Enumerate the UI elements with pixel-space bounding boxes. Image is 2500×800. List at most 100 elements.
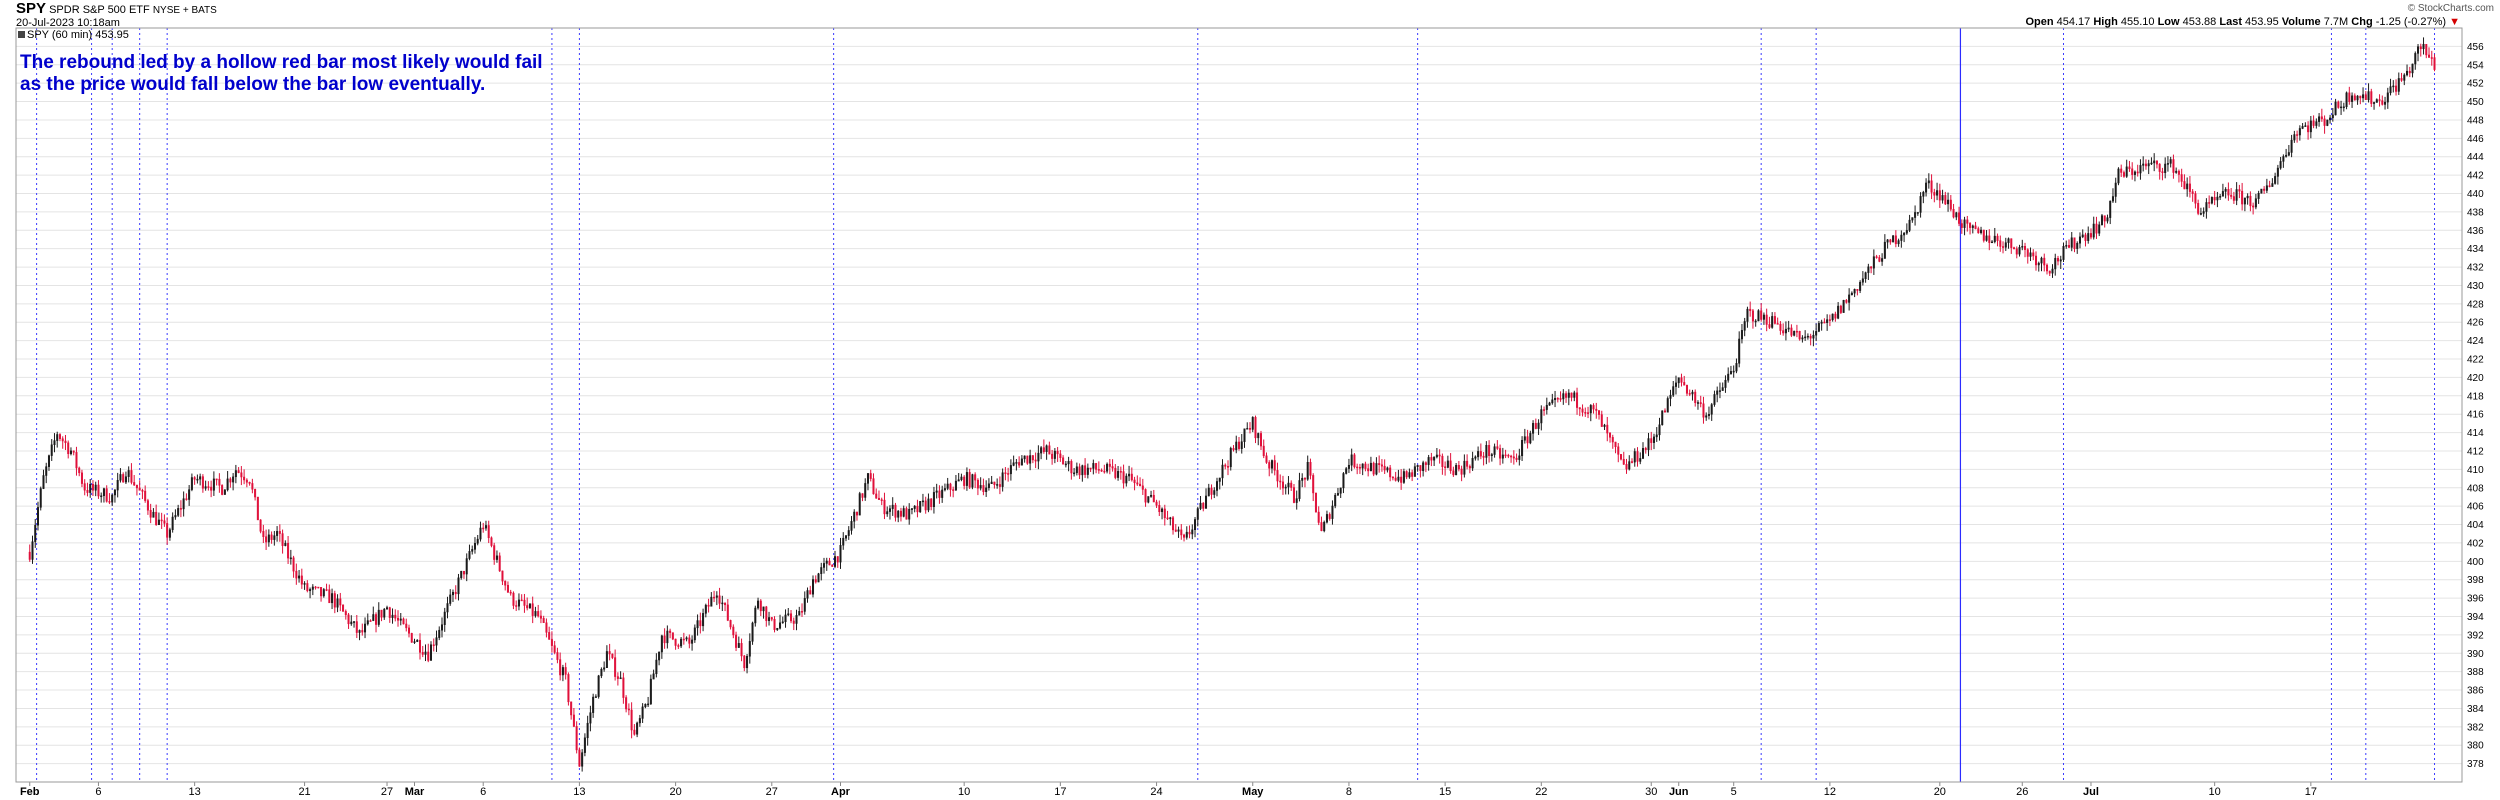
- candle-body: [72, 450, 75, 453]
- candle-body: [2290, 139, 2293, 153]
- candle-body: [80, 472, 83, 484]
- x-tick-label: 15: [1439, 786, 1451, 798]
- candle-body: [1974, 225, 1977, 229]
- candle-body: [2065, 245, 2068, 247]
- candle-body: [1828, 319, 1831, 321]
- candle-body: [1870, 266, 1873, 269]
- candle-body: [2362, 94, 2365, 99]
- candle-body: [2208, 202, 2211, 204]
- candle-body: [2161, 171, 2164, 174]
- candle-body: [1259, 433, 1262, 447]
- candle-body: [2323, 118, 2326, 126]
- candle-body: [166, 523, 169, 538]
- candle-body: [1999, 240, 2002, 247]
- open-value: 454.17: [2056, 16, 2091, 28]
- candle-body: [490, 537, 493, 546]
- y-tick-label: 380: [2467, 741, 2484, 752]
- candle-body: [1441, 455, 1444, 467]
- candle-body: [2147, 163, 2150, 167]
- candle-body: [2172, 159, 2175, 173]
- candle-body: [2219, 196, 2222, 198]
- candle-body: [968, 472, 971, 488]
- candle-body: [1969, 223, 1972, 228]
- last-value: 453.95: [2245, 16, 2279, 28]
- candle-body: [1702, 403, 1705, 418]
- candle-body: [438, 629, 441, 638]
- y-tick-label: 430: [2467, 281, 2484, 292]
- candle-body: [1499, 448, 1502, 459]
- candle-body: [446, 603, 449, 613]
- candle-body: [427, 651, 430, 661]
- candle-body: [333, 593, 336, 608]
- candle-body: [1254, 417, 1257, 439]
- candle-body: [2035, 255, 2038, 266]
- candle-body: [1754, 320, 1757, 323]
- candle-body: [2098, 224, 2101, 234]
- candle-body: [1795, 330, 1798, 333]
- candle-body: [482, 527, 485, 530]
- candle-body: [2249, 195, 2252, 207]
- candle-body: [545, 622, 548, 633]
- candle-body: [603, 667, 606, 670]
- candle-body: [89, 484, 92, 493]
- candle-body: [589, 712, 592, 724]
- candle-body: [2406, 70, 2409, 76]
- candle-body: [2013, 247, 2016, 249]
- candle-body: [1347, 464, 1350, 469]
- candle-body: [2392, 85, 2395, 88]
- candle-body: [1543, 409, 1546, 411]
- candle-body: [908, 508, 911, 520]
- candle-body: [2070, 237, 2073, 248]
- candle-body: [581, 752, 584, 767]
- candle-body: [784, 614, 787, 623]
- candle-body: [2024, 246, 2027, 250]
- candle-body: [1716, 390, 1719, 395]
- candle-body: [1603, 424, 1606, 427]
- candle-body: [1872, 256, 1875, 269]
- candle-body: [2073, 237, 2076, 249]
- candle-body: [1095, 463, 1098, 470]
- candle-body: [1317, 511, 1320, 523]
- candle-body: [559, 659, 562, 676]
- candle-body: [2078, 236, 2081, 244]
- candle-body: [594, 696, 597, 698]
- candle-body: [193, 477, 196, 480]
- candle-body: [754, 607, 757, 624]
- candle-body: [149, 509, 152, 518]
- candle-body: [1644, 448, 1647, 451]
- candle-body: [861, 493, 864, 498]
- candle-body: [729, 620, 732, 628]
- x-tick-label: 6: [95, 786, 101, 798]
- candle-body: [820, 567, 823, 575]
- candle-body: [1303, 477, 1306, 480]
- candle-body: [2417, 46, 2420, 54]
- candle-body: [1400, 476, 1403, 483]
- candle-body: [262, 531, 265, 537]
- y-tick-label: 412: [2467, 446, 2484, 457]
- candle-body: [1048, 445, 1051, 455]
- candle-body: [2194, 193, 2197, 204]
- candle-body: [1262, 445, 1265, 457]
- candle-body: [1466, 460, 1469, 467]
- candle-body: [2337, 101, 2340, 108]
- candle-body: [2153, 160, 2156, 164]
- candle-body: [42, 475, 45, 489]
- x-tick-label: 6: [480, 786, 486, 798]
- candle-body: [1007, 473, 1010, 475]
- candle-body: [2202, 211, 2205, 214]
- y-tick-label: 406: [2467, 502, 2484, 513]
- candle-body: [762, 606, 765, 612]
- candle-body: [1216, 481, 1219, 491]
- candle-body: [930, 498, 933, 507]
- candle-body: [498, 555, 501, 572]
- candle-body: [47, 455, 50, 467]
- candle-body: [1982, 229, 1985, 241]
- candle-body: [105, 488, 108, 502]
- candle-body: [740, 643, 743, 657]
- security-name: SPDR S&P 500 ETF: [49, 4, 150, 16]
- candle-body: [495, 555, 498, 560]
- candle-body: [251, 483, 254, 490]
- candle-body: [1710, 404, 1713, 415]
- y-tick-label: 442: [2467, 171, 2484, 182]
- candle-body: [597, 675, 600, 697]
